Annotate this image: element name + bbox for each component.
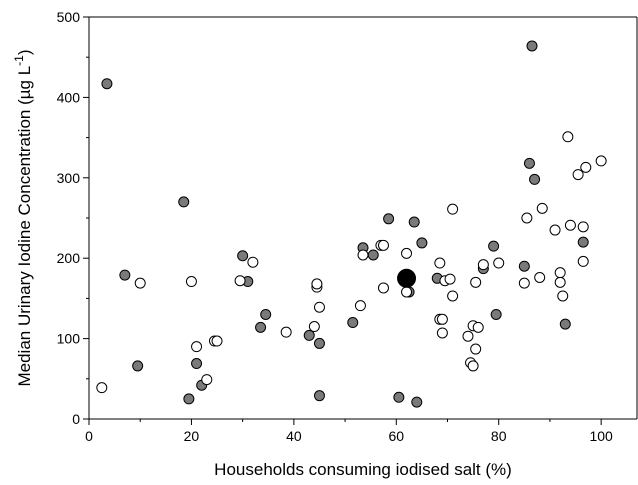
y-tick-label: 100	[57, 331, 81, 347]
data-point-open	[96, 382, 108, 394]
plot-frame	[88, 16, 638, 420]
y-tick-label: 300	[57, 170, 81, 186]
x-tick-label: 40	[286, 428, 302, 444]
y-tick-label: 0	[72, 411, 80, 427]
data-point-open	[280, 326, 292, 338]
data-point-filled	[408, 216, 420, 228]
data-point-filled	[411, 396, 423, 408]
data-point-open	[185, 276, 197, 288]
data-point-open	[447, 290, 459, 302]
data-point-filled	[526, 40, 538, 52]
data-point-open	[436, 327, 448, 339]
data-point-filled	[490, 308, 502, 320]
data-point-filled	[260, 308, 272, 320]
y-axis-title-superscript: -1	[12, 55, 26, 66]
data-point-filled	[488, 240, 500, 252]
data-point-filled	[577, 236, 589, 248]
data-point-filled	[178, 196, 190, 208]
data-point-open	[549, 224, 561, 236]
y-axis-title-close: )	[15, 49, 34, 55]
data-point-open	[572, 169, 584, 181]
data-point-filled	[393, 391, 405, 403]
data-point-open	[493, 257, 505, 269]
x-tick-label: 80	[491, 428, 507, 444]
data-point-open	[595, 155, 607, 167]
data-point-open	[470, 276, 482, 288]
data-point-open	[577, 221, 589, 233]
data-point-filled	[347, 317, 359, 329]
data-point-open	[134, 277, 146, 289]
data-point-open	[554, 267, 566, 279]
data-point-filled	[191, 358, 203, 370]
data-point-open	[470, 343, 482, 355]
data-point-open	[447, 203, 459, 215]
data-point-highlight	[397, 268, 417, 288]
data-point-open	[580, 161, 592, 173]
data-point-open	[434, 257, 446, 269]
data-point-open	[313, 301, 325, 313]
data-point-filled	[559, 318, 571, 330]
data-point-filled	[183, 393, 195, 405]
y-tick-label: 500	[57, 9, 81, 25]
data-point-filled	[518, 260, 530, 272]
x-tick-label: 0	[85, 428, 93, 444]
data-point-open	[477, 259, 489, 271]
data-point-open	[247, 256, 259, 268]
data-point-open	[521, 212, 533, 224]
data-points	[96, 40, 607, 408]
data-point-filled	[313, 390, 325, 402]
data-point-open	[191, 341, 203, 353]
data-point-open	[577, 255, 589, 267]
x-tick-label: 60	[389, 428, 405, 444]
data-point-open	[234, 275, 246, 287]
data-point-filled	[367, 249, 379, 261]
data-point-filled	[237, 250, 249, 262]
x-axis-ticks: 0 20 40 60 80 100	[85, 419, 613, 444]
data-point-open	[564, 219, 576, 231]
y-axis-title: Median Urinary Iodine Concentration (µg …	[12, 49, 34, 386]
data-point-open	[472, 321, 484, 333]
data-point-open	[436, 313, 448, 325]
data-point-filled	[523, 157, 535, 169]
data-point-filled	[119, 269, 131, 281]
data-point-open	[444, 273, 456, 285]
x-axis-title: Households consuming iodised salt (%)	[214, 460, 512, 479]
y-axis-ticks: 0 100 200 300 400 500	[57, 9, 89, 427]
data-point-filled	[255, 321, 267, 333]
data-point-filled	[132, 360, 144, 372]
data-point-open	[211, 335, 223, 347]
data-point-open	[354, 300, 366, 312]
data-point-open	[401, 286, 413, 298]
data-point-open	[462, 330, 474, 342]
data-point-open	[518, 277, 530, 289]
data-point-open	[562, 131, 574, 143]
data-point-open	[311, 278, 323, 290]
data-point-open	[401, 247, 413, 259]
y-axis-title-main: Median Urinary Iodine Concentration (µg …	[15, 66, 34, 387]
data-point-filled	[383, 213, 395, 225]
data-point-open	[377, 282, 389, 294]
data-point-filled	[101, 78, 113, 90]
x-tick-label: 20	[184, 428, 200, 444]
data-point-open	[534, 271, 546, 283]
data-point-open	[377, 239, 389, 251]
y-tick-label: 400	[57, 89, 81, 105]
data-point-open	[557, 290, 569, 302]
y-tick-label: 200	[57, 250, 81, 266]
data-point-open	[357, 249, 369, 261]
x-tick-label: 100	[589, 428, 613, 444]
data-point-open	[308, 321, 320, 333]
data-point-filled	[529, 173, 541, 185]
data-point-filled	[313, 337, 325, 349]
data-point-filled	[416, 237, 428, 249]
data-point-open	[554, 276, 566, 288]
data-point-filled	[303, 329, 315, 341]
data-point-open	[467, 360, 479, 372]
data-point-open	[201, 374, 213, 386]
data-point-open	[536, 202, 548, 214]
